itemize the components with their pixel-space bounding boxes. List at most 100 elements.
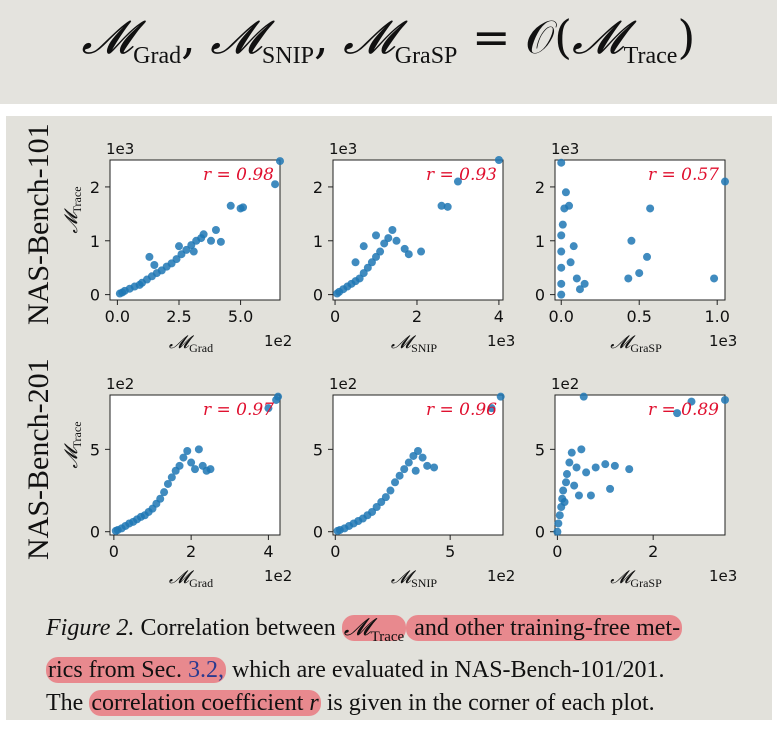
plot-area (109, 159, 281, 301)
data-point (418, 453, 427, 462)
caption-section-link[interactable]: 3.2, (187, 656, 224, 683)
x-tick-label: 2 (412, 307, 422, 326)
data-point (625, 465, 634, 474)
data-point (189, 247, 198, 256)
data-point (554, 519, 563, 528)
data-point (376, 247, 385, 256)
correlation-label: r = 0.98 (203, 165, 274, 185)
data-point (271, 180, 280, 189)
caption-text: rics from Sec. (48, 656, 188, 683)
x-tick-label: 5.0 (228, 307, 253, 326)
data-point (191, 465, 199, 474)
data-point (453, 177, 462, 186)
data-point (414, 447, 422, 455)
y-multiplier: 1e3 (551, 140, 579, 158)
metric-snip-subscript: SNIP (261, 43, 314, 69)
data-point (557, 247, 566, 256)
plot-area (109, 394, 281, 536)
data-point (557, 290, 566, 299)
data-point (687, 397, 696, 406)
y-tick-label: 0 (313, 286, 323, 305)
plot-area (554, 159, 726, 301)
data-point (555, 511, 564, 520)
data-point (395, 471, 404, 480)
data-point (276, 157, 284, 166)
data-point (423, 461, 432, 470)
correlation-label: r = 0.57 (648, 165, 719, 185)
data-point (163, 479, 172, 488)
x-tick-label: 0 (109, 542, 119, 561)
correlation-label: r = 0.89 (648, 400, 719, 420)
data-point (183, 447, 192, 455)
data-point (559, 486, 568, 495)
caption-text: correlation coefficient (91, 689, 304, 716)
data-point (606, 484, 615, 493)
data-point (494, 156, 503, 164)
data-point (577, 445, 586, 454)
data-point (388, 226, 397, 234)
metric-grad-symbol: 𝓜 (81, 10, 134, 64)
data-point (216, 237, 225, 246)
data-point (574, 491, 583, 500)
data-point (381, 493, 390, 502)
y-tick-label: 1 (535, 232, 545, 251)
y-tick-label: 0 (90, 523, 100, 542)
data-point (239, 203, 248, 212)
data-point (264, 404, 273, 413)
x-axis-label: 𝓜GraSP (610, 332, 662, 355)
data-point (372, 231, 381, 240)
data-point (635, 269, 644, 278)
data-point (624, 274, 633, 283)
data-point (557, 158, 566, 167)
data-point (359, 242, 368, 251)
metric-grad-subscript: Grad (133, 43, 182, 69)
caption-highlight-metric: 𝓜Trace (341, 613, 407, 645)
caption-metric-symbol: 𝓜 (343, 613, 371, 641)
data-point (721, 177, 729, 186)
data-point (430, 463, 439, 472)
x-axis-label: 𝓜SNIP (391, 567, 438, 590)
x-multiplier: 1e3 (709, 332, 737, 350)
data-point (710, 274, 719, 283)
y-tick-label: 5 (535, 440, 545, 459)
x-tick-label: 2 (186, 542, 196, 561)
caption-text: Correlation between (134, 615, 342, 641)
data-point (160, 488, 169, 497)
data-point (561, 188, 570, 197)
caption-r-symbol: r (309, 689, 319, 716)
data-point (562, 478, 571, 487)
data-point (156, 494, 165, 503)
x-tick-label: 4 (494, 307, 504, 326)
data-point (392, 236, 401, 245)
y-tick-label: 2 (535, 178, 545, 197)
data-point (404, 458, 413, 467)
plot-area (554, 394, 726, 536)
y-tick-label: 5 (313, 440, 323, 459)
caption-highlight-text: and other training-free met- (406, 615, 683, 641)
y-tick-label: 0 (90, 286, 100, 305)
scatter-panel-0: 0.0 2.5 5.0 0 1 2 1e3 1e2 𝓜Grad 𝓜Trace r = 0.98 (61, 140, 292, 355)
x-tick-label: 0.0 (105, 307, 130, 326)
x-tick-label: 1.0 (704, 307, 729, 326)
x-multiplier: 1e3 (709, 567, 737, 585)
y-axis-label: 𝓜Trace (61, 186, 84, 233)
data-point (437, 201, 446, 210)
x-axis-label: 𝓜Grad (169, 567, 213, 590)
x-tick-label: 0 (552, 542, 562, 561)
data-point (187, 458, 196, 467)
data-point (557, 279, 566, 288)
plot-area (332, 394, 504, 536)
data-point (384, 234, 393, 243)
x-multiplier: 1e3 (487, 332, 515, 350)
data-point (351, 258, 360, 267)
y-tick-label: 5 (90, 440, 100, 459)
data-point (643, 252, 652, 261)
data-point (443, 202, 452, 211)
data-point (391, 478, 400, 487)
data-point (411, 466, 420, 475)
data-point (417, 247, 426, 256)
data-point (565, 458, 574, 467)
equation-rhs-suffix: ) (677, 10, 696, 64)
metric-grasp-subscript: GraSP (394, 43, 458, 69)
metric-grasp-symbol: 𝓜 (343, 10, 395, 64)
